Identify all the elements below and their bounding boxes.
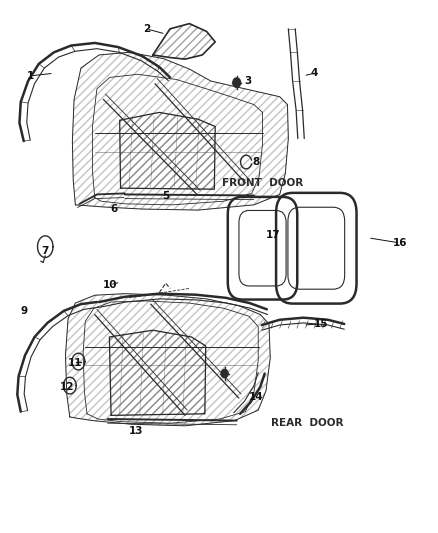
Text: 15: 15 <box>313 319 327 329</box>
Text: 10: 10 <box>102 280 117 290</box>
Text: 12: 12 <box>60 382 74 392</box>
Text: 6: 6 <box>110 204 117 214</box>
Text: 13: 13 <box>128 426 142 436</box>
Text: 1: 1 <box>27 71 34 81</box>
Text: 7: 7 <box>42 246 49 256</box>
Text: 8: 8 <box>252 157 259 167</box>
Text: 2: 2 <box>142 24 150 34</box>
Circle shape <box>221 369 228 378</box>
Text: 16: 16 <box>392 238 406 248</box>
Text: 17: 17 <box>265 230 280 240</box>
Text: 9: 9 <box>20 306 27 316</box>
Circle shape <box>232 78 240 87</box>
Text: 3: 3 <box>243 76 251 86</box>
Text: REAR  DOOR: REAR DOOR <box>271 418 343 428</box>
Text: 11: 11 <box>68 358 82 368</box>
Text: FRONT  DOOR: FRONT DOOR <box>221 178 302 188</box>
Text: 5: 5 <box>162 191 169 201</box>
Text: 14: 14 <box>248 392 263 402</box>
Text: 4: 4 <box>310 68 317 78</box>
